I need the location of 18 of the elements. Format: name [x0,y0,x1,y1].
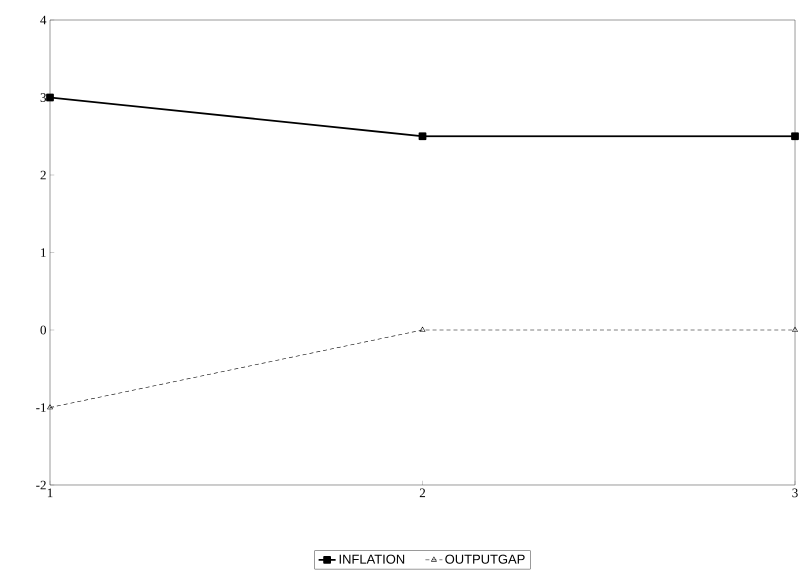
x-tick-label: 3 [792,488,798,498]
point [418,132,426,140]
y-tick-label: 2 [40,170,46,180]
y-tick-label: 0 [40,326,46,334]
y-tick-label: -2 [36,480,46,490]
point [420,326,426,332]
y-tick-label: 4 [40,16,46,24]
point [47,404,53,410]
point [792,326,798,332]
legend-label: OUTPUTGAP [445,554,525,564]
y-tick-label: -1 [36,403,46,412]
y-tick-label: 1 [41,248,46,257]
x-tick-label: 2 [420,488,426,498]
legend-label: INFLATION [340,554,404,564]
y-tick-label: 3 [40,93,46,102]
point [46,94,54,102]
point [791,132,799,140]
x-tick-label: 1 [48,488,52,498]
